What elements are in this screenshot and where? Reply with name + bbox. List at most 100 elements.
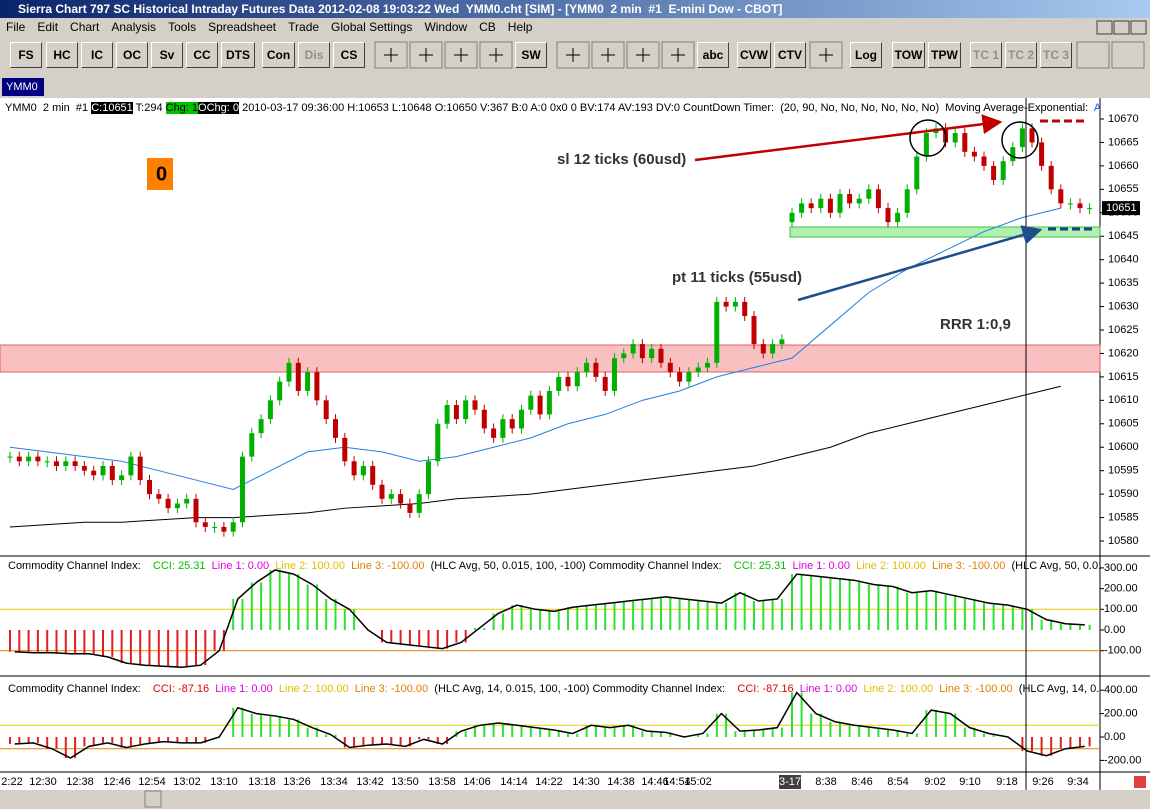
menu-item[interactable]: File — [6, 20, 26, 34]
candle-body — [147, 480, 152, 495]
time-label: 12:46 — [103, 776, 131, 788]
candle-body — [593, 362, 599, 377]
chart-tab[interactable]: YMM0 — [2, 78, 44, 96]
info-segment: OChg: 0 — [198, 102, 240, 114]
toolbar-button[interactable]: TC 2 — [1005, 42, 1037, 68]
toolbar-button[interactable]: OC — [116, 42, 148, 68]
candle-body — [128, 456, 134, 476]
candle-body — [230, 522, 236, 532]
cci-header-segment: CCI: -87.16 — [152, 683, 210, 695]
toolbar-button[interactable]: CC — [186, 42, 218, 68]
menu-item[interactable]: Edit — [37, 20, 59, 34]
window-button[interactable] — [1096, 20, 1113, 35]
price-label: 10600 — [1108, 441, 1139, 453]
window-button[interactable] — [1130, 20, 1147, 35]
candle-body — [202, 522, 208, 527]
toolbar-button[interactable]: HC — [46, 42, 78, 68]
time-label: 2:22 — [1, 776, 22, 788]
menu-item[interactable]: Window — [424, 20, 468, 34]
candle-body — [991, 165, 997, 180]
price-label: 10645 — [1108, 230, 1139, 242]
arrow — [797, 225, 1043, 302]
candle-body — [351, 461, 357, 476]
toolbar-button[interactable]: Sv — [151, 42, 183, 68]
time-label: 8:38 — [815, 776, 836, 788]
cci-header-segment: Line 2: 100.00 — [863, 683, 934, 695]
time-label: 9:02 — [924, 776, 945, 788]
candle-body — [630, 344, 636, 354]
candle-body — [808, 203, 814, 209]
candle-body — [952, 133, 958, 143]
candle-body — [546, 390, 552, 415]
time-label: 14:06 — [463, 776, 491, 788]
toolbar-icon-button[interactable] — [1111, 41, 1145, 69]
candle-body — [732, 301, 738, 307]
chart-background — [0, 98, 1150, 790]
toolbar-button[interactable]: TOW — [892, 42, 925, 68]
toolbar-icon — [489, 48, 503, 62]
cci-header-segment: (HLC Avg, 50, 0.015, 100, -100) — [1011, 560, 1100, 572]
toolbar-button[interactable]: FS — [10, 42, 42, 68]
candle-body — [565, 376, 571, 387]
menu-item[interactable]: CB — [479, 20, 496, 34]
toolbar-button[interactable]: abc — [697, 42, 729, 68]
candle-body — [286, 362, 292, 382]
toolbar-button[interactable]: IC — [81, 42, 113, 68]
price-label: 10605 — [1108, 418, 1139, 430]
window-button[interactable] — [1113, 20, 1130, 35]
arrow — [694, 114, 1003, 162]
cci-header-segment: (HLC Avg, 14, 0.015, 100, -100) — [1018, 683, 1100, 695]
candle-body — [44, 461, 50, 463]
toolbar-button[interactable]: CTV — [774, 42, 806, 68]
toolbar-icon-button[interactable] — [374, 41, 408, 69]
candle-body — [686, 372, 692, 382]
toolbar-button[interactable]: CVW — [737, 42, 771, 68]
menu-item[interactable]: Help — [507, 20, 533, 34]
cci-header: Commodity Channel Index: CCI: 25.31 Line… — [8, 559, 1100, 573]
toolbar-button[interactable]: DTS — [221, 42, 255, 68]
menu-item[interactable]: Trade — [288, 20, 320, 34]
candle-body — [751, 315, 757, 345]
toolbar-button[interactable]: TPW — [928, 42, 961, 68]
toolbar-button[interactable]: SW — [515, 42, 547, 68]
candle-body — [398, 494, 404, 504]
candle-body — [1067, 203, 1073, 205]
candle-body — [1010, 147, 1016, 162]
cci-axis-label: 0.00 — [1104, 731, 1125, 743]
toolbar-button[interactable]: CS — [333, 42, 365, 68]
time-label: 15:02 — [684, 776, 712, 788]
last-price-box — [1102, 201, 1140, 216]
candle-body — [305, 372, 311, 391]
candle-body — [612, 358, 617, 391]
toolbar-icon — [566, 48, 580, 62]
toolbar-icon-button[interactable] — [1076, 41, 1110, 69]
price-label: 10665 — [1108, 136, 1139, 148]
candle-body — [799, 203, 805, 213]
toolbar-button[interactable]: Dis — [298, 42, 330, 68]
menu-item[interactable]: Tools — [168, 20, 197, 34]
candle-body — [1000, 161, 1006, 180]
candle-body — [875, 189, 881, 209]
cci-header-segment: Line 2: 100.00 — [275, 560, 345, 572]
cci-axis-label: -200.00 — [1104, 754, 1141, 766]
time-label: 13:18 — [248, 776, 276, 788]
toolbar-button[interactable]: TC 1 — [970, 42, 1002, 68]
time-label: 3-17 — [779, 776, 801, 788]
menu-item[interactable]: Analysis — [111, 20, 157, 34]
menu-item[interactable]: Global Settings — [331, 20, 413, 34]
candle-body — [91, 470, 97, 476]
candle-body — [212, 526, 218, 528]
candle-body — [463, 400, 469, 420]
toolbar-button[interactable]: Log — [850, 42, 882, 68]
toolbar-button[interactable]: Con — [262, 42, 295, 68]
candle-body — [491, 428, 497, 438]
toolbar-button[interactable]: TC 3 — [1040, 42, 1072, 68]
scroll-thumb[interactable] — [144, 790, 162, 808]
menu-item[interactable]: Chart — [70, 20, 100, 34]
time-label: 13:26 — [283, 776, 311, 788]
menu-item[interactable]: Spreadsheet — [208, 20, 277, 34]
price-label: 10595 — [1108, 465, 1139, 477]
scrollbar[interactable] — [0, 790, 1150, 809]
toolbar-icon — [454, 48, 468, 62]
annotation-sl: sl 12 ticks (60usd) — [557, 151, 686, 168]
